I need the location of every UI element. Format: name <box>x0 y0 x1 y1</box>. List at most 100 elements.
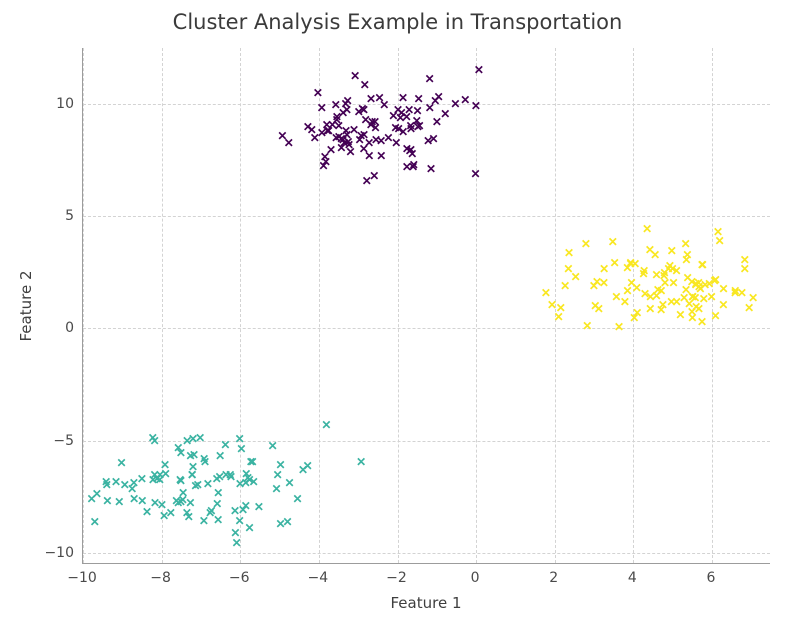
y-tick-label: 0 <box>28 320 74 336</box>
data-point: ✕ <box>398 92 408 104</box>
data-point: ✕ <box>581 238 591 250</box>
data-point: ✕ <box>718 283 728 295</box>
data-point: ✕ <box>120 479 130 491</box>
data-point: ✕ <box>656 285 666 297</box>
data-point: ✕ <box>694 303 704 315</box>
data-point: ✕ <box>627 277 637 289</box>
data-point: ✕ <box>652 290 662 302</box>
data-point: ✕ <box>402 161 412 173</box>
data-point: ✕ <box>638 268 648 280</box>
data-point: ✕ <box>699 293 709 305</box>
data-point: ✕ <box>322 119 332 131</box>
data-point: ✕ <box>429 133 439 145</box>
data-point: ✕ <box>268 440 278 452</box>
data-point: ✕ <box>178 487 188 499</box>
data-point: ✕ <box>284 477 294 489</box>
data-point: ✕ <box>666 296 676 308</box>
data-point: ✕ <box>303 121 313 133</box>
data-point: ✕ <box>276 459 286 471</box>
data-point: ✕ <box>366 93 376 105</box>
data-point: ✕ <box>423 135 433 147</box>
data-point: ✕ <box>199 515 209 527</box>
data-point: ✕ <box>413 121 423 133</box>
data-point: ✕ <box>359 129 369 141</box>
y-tick-label: −5 <box>28 433 74 449</box>
data-point: ✕ <box>341 125 351 137</box>
data-point: ✕ <box>150 497 160 509</box>
data-point: ✕ <box>345 146 355 158</box>
data-point: ✕ <box>402 143 412 155</box>
data-point: ✕ <box>318 160 328 172</box>
x-tick-label: 4 <box>628 570 637 586</box>
data-point: ✕ <box>188 433 198 445</box>
data-point: ✕ <box>212 498 222 510</box>
data-point: ✕ <box>645 244 655 256</box>
data-point: ✕ <box>185 450 195 462</box>
data-point: ✕ <box>191 480 201 492</box>
data-point: ✕ <box>691 301 701 313</box>
data-point: ✕ <box>592 276 602 288</box>
data-point: ✕ <box>658 299 668 311</box>
data-point: ✕ <box>408 161 418 173</box>
data-point: ✕ <box>199 453 209 465</box>
data-point: ✕ <box>370 116 380 128</box>
data-point: ✕ <box>324 125 334 137</box>
gridline-v <box>712 48 713 563</box>
data-point: ✕ <box>342 129 352 141</box>
gridline-h <box>83 553 770 554</box>
data-point: ✕ <box>640 288 650 300</box>
data-point: ✕ <box>695 283 705 295</box>
data-point: ✕ <box>645 291 655 303</box>
data-point: ✕ <box>376 135 386 147</box>
data-point: ✕ <box>129 493 139 505</box>
data-point: ✕ <box>691 278 701 290</box>
data-point: ✕ <box>336 142 346 154</box>
data-point: ✕ <box>356 130 366 142</box>
x-tick-label: −4 <box>308 570 329 586</box>
gridline-v <box>83 48 84 563</box>
data-point: ✕ <box>374 92 384 104</box>
data-point: ✕ <box>402 111 412 123</box>
data-point: ✕ <box>398 126 408 138</box>
data-point: ✕ <box>206 505 216 517</box>
data-point: ✕ <box>273 469 283 481</box>
data-point: ✕ <box>339 137 349 149</box>
data-point: ✕ <box>563 263 573 275</box>
data-point: ✕ <box>426 163 436 175</box>
data-point: ✕ <box>371 122 381 134</box>
data-point: ✕ <box>276 518 286 530</box>
data-point: ✕ <box>148 474 158 486</box>
data-point: ✕ <box>182 507 192 519</box>
data-point: ✕ <box>152 473 162 485</box>
data-point: ✕ <box>175 474 185 486</box>
data-point: ✕ <box>659 270 669 282</box>
data-point: ✕ <box>672 296 682 308</box>
data-point: ✕ <box>406 123 416 135</box>
data-point: ✕ <box>215 471 225 483</box>
y-tick-label: 10 <box>28 96 74 112</box>
data-point: ✕ <box>668 277 678 289</box>
data-point: ✕ <box>694 277 704 289</box>
data-point: ✕ <box>379 99 389 111</box>
data-point: ✕ <box>589 280 599 292</box>
data-point: ✕ <box>414 120 424 132</box>
data-point: ✕ <box>213 487 223 499</box>
data-point: ✕ <box>667 245 677 257</box>
data-point: ✕ <box>414 93 424 105</box>
data-point: ✕ <box>376 150 386 162</box>
data-point: ✕ <box>322 125 332 137</box>
data-point: ✕ <box>129 477 139 489</box>
data-point: ✕ <box>645 303 655 315</box>
data-point: ✕ <box>166 507 176 519</box>
data-point: ✕ <box>560 280 570 292</box>
data-point: ✕ <box>245 474 255 486</box>
data-point: ✕ <box>683 272 693 284</box>
data-point: ✕ <box>688 291 698 303</box>
data-point: ✕ <box>148 432 158 444</box>
data-point: ✕ <box>313 87 323 99</box>
data-point: ✕ <box>391 137 401 149</box>
data-point: ✕ <box>271 483 281 495</box>
data-point: ✕ <box>394 123 404 135</box>
data-point: ✕ <box>331 132 341 144</box>
data-point: ✕ <box>249 476 259 488</box>
